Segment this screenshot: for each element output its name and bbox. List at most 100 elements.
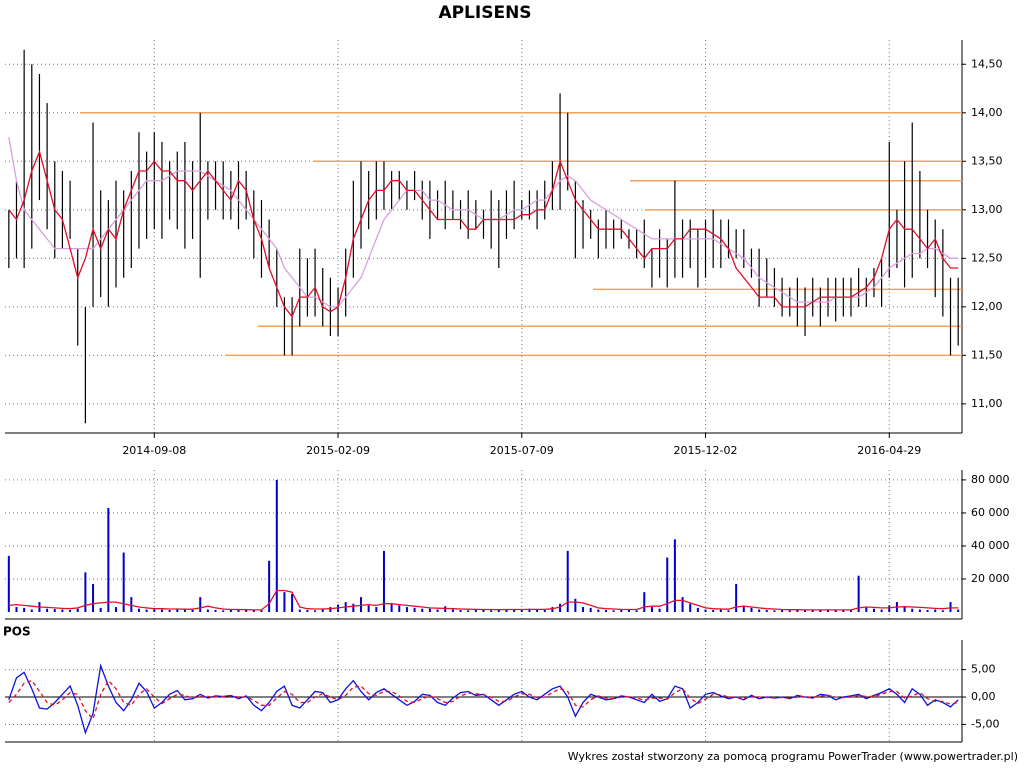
y-tick-label: 14,00 bbox=[971, 106, 1003, 119]
volume-bar bbox=[926, 610, 929, 612]
volume-bar bbox=[145, 609, 148, 612]
y-tick-label: 5,00 bbox=[971, 663, 996, 676]
volume-bar bbox=[160, 609, 163, 612]
volume-bar bbox=[536, 609, 539, 612]
volume-bar bbox=[260, 610, 263, 612]
volume-bar bbox=[245, 610, 248, 612]
volume-bar bbox=[582, 607, 585, 612]
volume-bar bbox=[30, 609, 33, 612]
volume-bar bbox=[237, 609, 240, 612]
x-tick-label: 2016-04-29 bbox=[857, 444, 921, 457]
y-tick-label: 12,50 bbox=[971, 251, 1003, 264]
volume-bar bbox=[811, 610, 814, 612]
volume-bar bbox=[574, 598, 577, 612]
volume-bar bbox=[7, 555, 10, 612]
y-tick-label: 80 000 bbox=[971, 473, 1010, 486]
volume-bar bbox=[903, 606, 906, 612]
x-tick-label: 2015-02-09 bbox=[306, 444, 370, 457]
volume-bar bbox=[268, 560, 271, 612]
volume-bar bbox=[712, 610, 715, 612]
y-tick-label: 11,50 bbox=[971, 348, 1003, 361]
volume-bar bbox=[367, 605, 370, 612]
volume-bar bbox=[382, 550, 385, 612]
footer: Wykres został stworzony za pomocą progra… bbox=[568, 750, 1018, 763]
volume-bar bbox=[865, 607, 868, 612]
volume-bar bbox=[497, 609, 500, 612]
volume-bar bbox=[199, 597, 202, 612]
volume-bar bbox=[505, 609, 508, 612]
oscillator-line bbox=[8, 663, 959, 735]
volume-bar bbox=[934, 609, 937, 612]
volume-bar bbox=[627, 609, 630, 612]
volume-bar bbox=[773, 610, 776, 612]
volume-bar bbox=[612, 610, 615, 612]
volume-bar bbox=[360, 597, 363, 612]
volume-bar bbox=[880, 609, 883, 612]
volume-bar bbox=[689, 603, 692, 612]
chart-title: APLISENS bbox=[438, 3, 531, 23]
volume-bar bbox=[949, 602, 952, 612]
volume-bar bbox=[819, 609, 822, 612]
volume-bar bbox=[842, 610, 845, 612]
volume-bar bbox=[888, 605, 891, 612]
volume-bar bbox=[597, 609, 600, 612]
volume-bar bbox=[222, 610, 225, 612]
volume-bar bbox=[941, 610, 944, 612]
volume-bar bbox=[229, 609, 232, 612]
volume-bar bbox=[291, 593, 294, 612]
volume-bar bbox=[115, 607, 118, 612]
volume-bar bbox=[84, 572, 87, 612]
volume-bar bbox=[23, 607, 26, 612]
volume-bar bbox=[459, 610, 462, 612]
volume-bar bbox=[918, 609, 921, 612]
volume-bar bbox=[490, 610, 493, 612]
volume-bar bbox=[673, 539, 676, 612]
volume-bar bbox=[528, 608, 531, 612]
volume-bar bbox=[314, 610, 317, 612]
volume-bar bbox=[390, 603, 393, 612]
x-tick-label: 2015-07-09 bbox=[490, 444, 554, 457]
volume-bar bbox=[589, 607, 592, 612]
volume-bar bbox=[911, 608, 914, 612]
volume-bar bbox=[191, 609, 194, 612]
volume-bar bbox=[696, 607, 699, 612]
volume-bar bbox=[666, 557, 669, 612]
volume-bar bbox=[283, 592, 286, 612]
volume-bar bbox=[788, 610, 791, 612]
volume-bar bbox=[643, 592, 646, 612]
volume-bar bbox=[329, 607, 332, 612]
volume-bar bbox=[849, 609, 852, 612]
volume-bar bbox=[61, 609, 64, 612]
panel-title: POS bbox=[3, 625, 31, 639]
oscillator-line bbox=[8, 679, 959, 721]
volume-bar bbox=[758, 609, 761, 612]
volume-bar bbox=[482, 609, 485, 612]
volume-bar bbox=[559, 603, 562, 612]
volume-bar bbox=[53, 609, 56, 612]
volume-bar bbox=[513, 610, 516, 612]
volume-bar bbox=[352, 603, 355, 612]
volume-bar bbox=[275, 479, 278, 612]
volume-bar bbox=[551, 607, 554, 612]
volume-bar bbox=[153, 609, 156, 612]
volume-bar bbox=[69, 610, 72, 612]
y-tick-label: 11,00 bbox=[971, 397, 1003, 410]
volume-bar bbox=[405, 607, 408, 612]
x-tick-label: 2015-12-02 bbox=[674, 444, 738, 457]
volume-bar bbox=[704, 609, 707, 612]
volume-bar bbox=[92, 583, 95, 612]
volume-bar bbox=[735, 583, 738, 612]
x-tick-label: 2014-09-08 bbox=[122, 444, 186, 457]
volume-bar bbox=[183, 609, 186, 612]
moving-average bbox=[8, 149, 959, 318]
volume-bar bbox=[306, 610, 309, 612]
y-tick-label: 13,50 bbox=[971, 154, 1003, 167]
volume-bar bbox=[375, 607, 378, 612]
volume-bar bbox=[321, 609, 324, 612]
volume-bar bbox=[635, 610, 638, 612]
volume-bar bbox=[15, 607, 18, 612]
volume-bar bbox=[252, 610, 255, 612]
volume-bar bbox=[827, 609, 830, 612]
y-tick-label: 12,00 bbox=[971, 300, 1003, 313]
